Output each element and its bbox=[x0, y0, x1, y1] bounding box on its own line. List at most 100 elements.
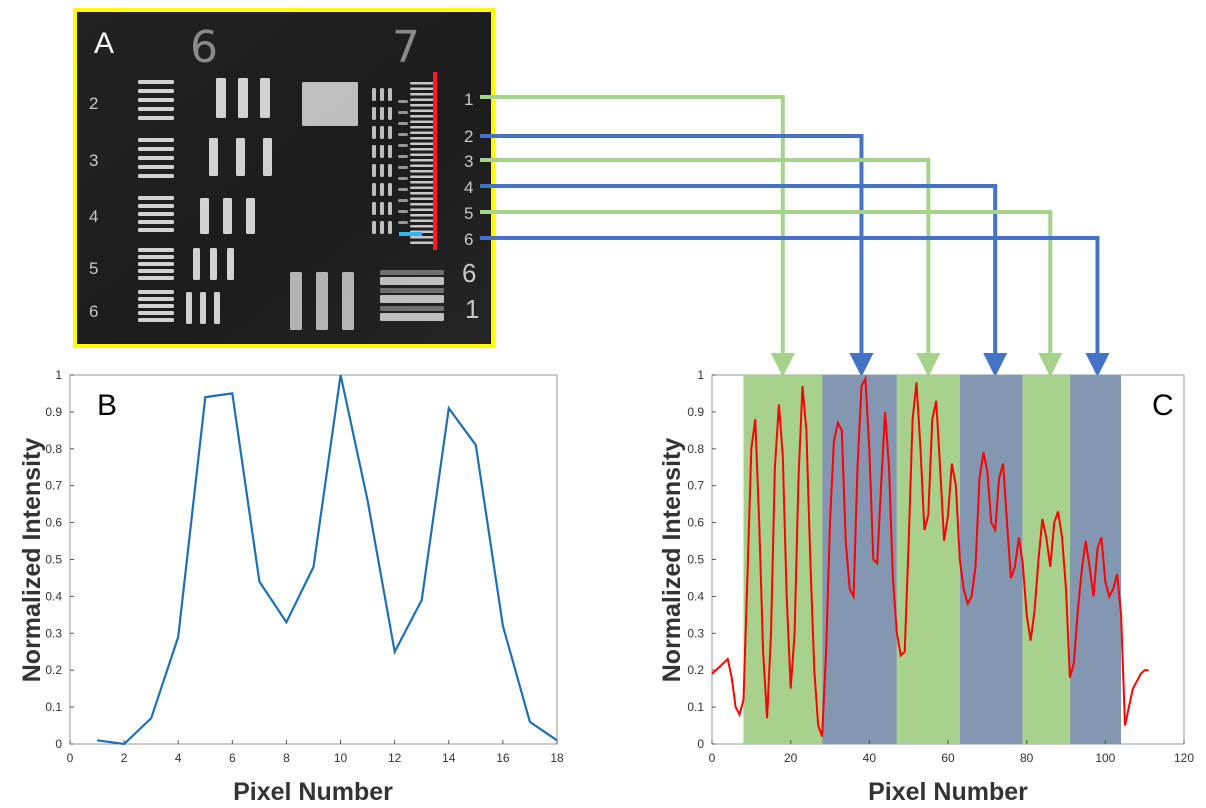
y-axis-label-c: Normalized Intensity bbox=[658, 438, 686, 683]
y-tick-label: 0.8 bbox=[45, 442, 62, 456]
y-tick-label: 0.7 bbox=[687, 479, 704, 493]
connector-arrow bbox=[480, 95, 795, 377]
y-tick-label: 0.7 bbox=[45, 479, 62, 493]
target-bar bbox=[410, 142, 434, 145]
target-bar bbox=[372, 126, 376, 139]
target-bar bbox=[410, 214, 434, 217]
right-element-number: 1 bbox=[465, 294, 479, 324]
element-band bbox=[1069, 375, 1122, 744]
target-bar bbox=[200, 198, 209, 234]
target-bar bbox=[410, 126, 434, 129]
target-bar bbox=[380, 277, 444, 285]
target-bar bbox=[186, 292, 192, 324]
right-element-number: 6 bbox=[464, 230, 473, 249]
panel-c-label: C bbox=[1152, 389, 1174, 422]
target-bar bbox=[138, 220, 174, 224]
x-tick-label: 12 bbox=[388, 751, 402, 765]
connector-arrow bbox=[480, 210, 1063, 377]
target-bar bbox=[263, 138, 272, 176]
target-bar bbox=[138, 89, 174, 93]
target-bar bbox=[388, 164, 392, 177]
target-bar bbox=[410, 219, 434, 222]
target-bar bbox=[388, 126, 392, 139]
target-bar bbox=[410, 148, 434, 151]
target-bar bbox=[398, 100, 408, 103]
target-bar bbox=[138, 248, 174, 252]
target-bar bbox=[227, 248, 234, 280]
target-bar bbox=[380, 288, 444, 293]
target-bar bbox=[380, 183, 384, 196]
x-tick-label: 40 bbox=[863, 751, 877, 765]
target-bar bbox=[410, 137, 434, 140]
x-tick-label: 16 bbox=[496, 751, 510, 765]
target-bar bbox=[138, 196, 174, 200]
target-bar bbox=[138, 156, 174, 160]
target-bar bbox=[398, 111, 408, 114]
target-bar bbox=[410, 131, 434, 134]
x-tick-label: 100 bbox=[1095, 751, 1115, 765]
left-element-number: 3 bbox=[89, 151, 98, 170]
target-bar bbox=[398, 221, 408, 224]
y-tick-label: 0.2 bbox=[45, 663, 62, 677]
x-tick-label: 4 bbox=[175, 751, 182, 765]
target-bar bbox=[214, 292, 220, 324]
intensity-curve-b bbox=[96, 374, 558, 746]
x-tick-label: 0 bbox=[709, 751, 716, 765]
target-bar bbox=[398, 188, 408, 191]
left-element-number: 5 bbox=[89, 259, 98, 278]
target-bar bbox=[410, 159, 434, 162]
target-bar bbox=[388, 221, 392, 234]
target-bar bbox=[342, 272, 354, 330]
target-bar bbox=[380, 270, 444, 275]
y-tick-label: 0.4 bbox=[687, 589, 704, 603]
element-band bbox=[959, 375, 1023, 744]
connector-arrow bbox=[480, 158, 941, 377]
y-tick-label: 0 bbox=[55, 737, 62, 751]
target-bar bbox=[238, 78, 248, 118]
target-bar bbox=[138, 297, 174, 301]
target-bar bbox=[398, 177, 408, 180]
connector-arrow bbox=[480, 236, 1110, 377]
target-bar bbox=[410, 192, 434, 195]
panel-a-image: A 6 7 2 3 4 5 6 1 2 3 4 5 6 6 1 bbox=[73, 8, 495, 348]
target-bar bbox=[138, 276, 174, 280]
y-tick-label: 1 bbox=[697, 368, 704, 382]
y-tick-label: 0.4 bbox=[45, 589, 62, 603]
target-bar bbox=[388, 88, 392, 101]
y-tick-label: 0.6 bbox=[687, 516, 704, 530]
target-bar bbox=[410, 93, 434, 96]
target-bar bbox=[410, 153, 434, 156]
target-bar bbox=[410, 225, 434, 228]
panel-c-chart: 0 20 40 60 80 100 120 0 0.1 0.2 0.3 0.4 0.5 0.6 0.7 0.8… bbox=[658, 368, 1194, 806]
target-bar bbox=[398, 199, 408, 202]
target-bar bbox=[410, 203, 434, 206]
y-tick-label: 0.3 bbox=[687, 626, 704, 640]
connector-arrow bbox=[480, 134, 874, 377]
target-bar bbox=[138, 269, 174, 273]
target-bar bbox=[380, 126, 384, 139]
target-bar bbox=[246, 198, 255, 234]
panel-a-label: A bbox=[94, 27, 114, 60]
x-tick-label: 20 bbox=[784, 751, 798, 765]
y-axis-label-b: Normalized Intensity bbox=[18, 438, 46, 683]
target-bar bbox=[410, 186, 434, 189]
x-tick-label: 8 bbox=[283, 751, 290, 765]
target-bar bbox=[388, 183, 392, 196]
target-bar bbox=[138, 204, 174, 208]
y-tick-label: 0.3 bbox=[45, 626, 62, 640]
target-bar bbox=[398, 166, 408, 169]
target-bar bbox=[138, 107, 174, 111]
target-bar bbox=[236, 138, 245, 176]
target-bar bbox=[398, 155, 408, 158]
y-tick-label: 0.1 bbox=[687, 700, 704, 714]
target-bar bbox=[380, 145, 384, 158]
target-bar bbox=[209, 138, 218, 176]
target-bar bbox=[302, 82, 358, 126]
target-bar bbox=[410, 175, 434, 178]
target-bar bbox=[398, 133, 408, 136]
right-element-number: 3 bbox=[464, 152, 473, 171]
target-bar bbox=[410, 109, 434, 112]
target-bar bbox=[388, 145, 392, 158]
x-tick-label: 2 bbox=[121, 751, 128, 765]
